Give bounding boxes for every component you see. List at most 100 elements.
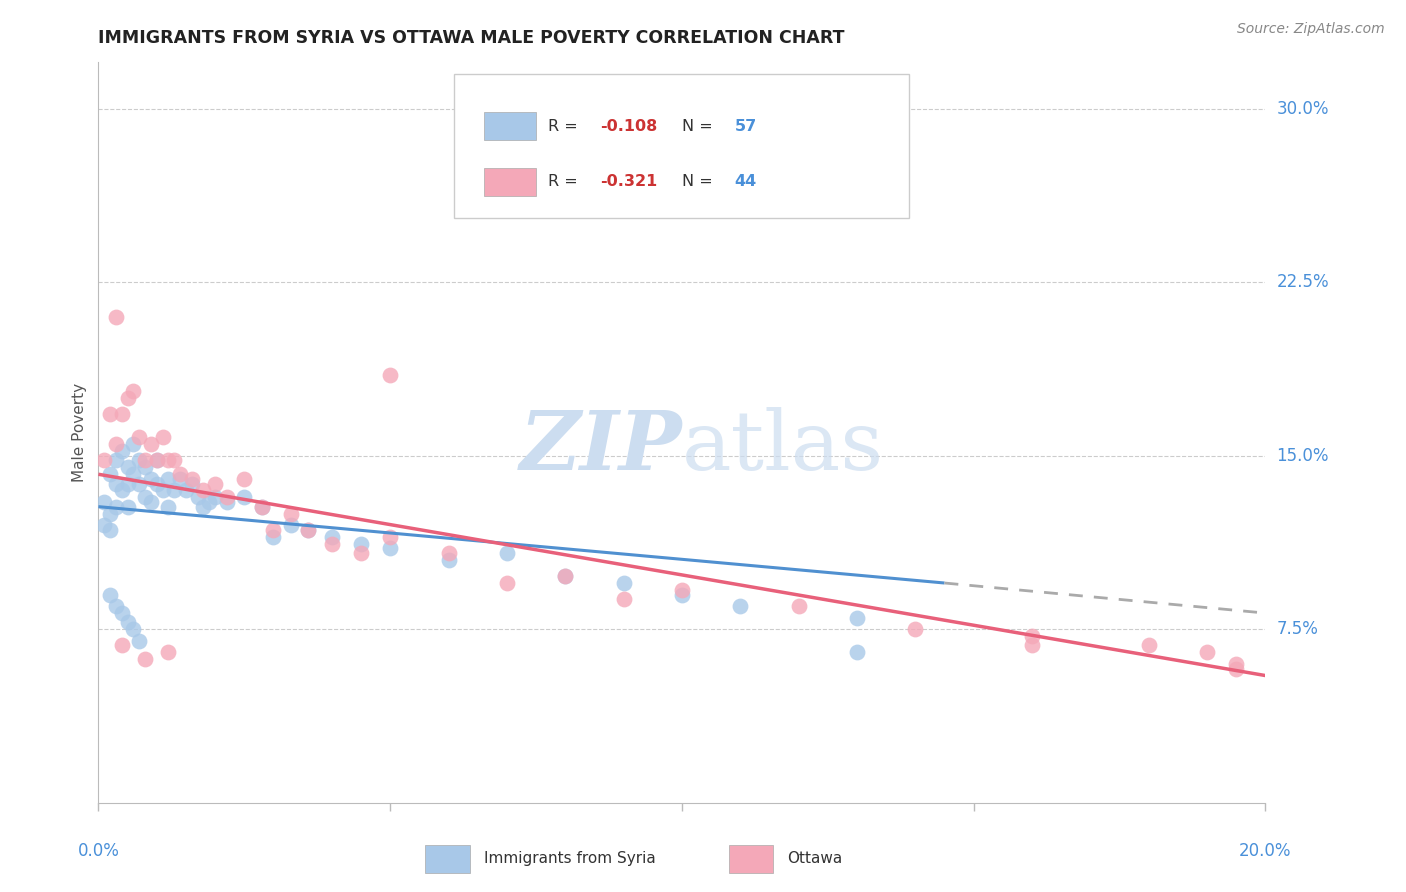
Point (139, 472, 162, 486)
Point (193, 483, 215, 498)
Point (104, 453, 127, 467)
Point (98, 507, 121, 521)
Text: ZIP: ZIP (519, 408, 682, 487)
FancyBboxPatch shape (484, 168, 536, 195)
Point (350, 546, 373, 560)
Text: 57: 57 (734, 119, 756, 134)
Point (111, 444, 134, 458)
Point (117, 460, 139, 475)
Point (169, 472, 191, 486)
Point (180, 476, 202, 491)
Point (233, 491, 256, 505)
Point (117, 476, 139, 491)
Point (93, 453, 115, 467)
Point (111, 483, 134, 498)
Point (262, 523, 284, 537)
Text: N =: N = (682, 174, 718, 189)
Text: R =: R = (548, 174, 582, 189)
Point (98, 407, 121, 421)
FancyBboxPatch shape (484, 112, 536, 140)
Point (262, 530, 284, 544)
Point (163, 453, 186, 467)
Point (846, 610, 869, 624)
Point (128, 430, 150, 444)
Point (157, 645, 180, 659)
Point (122, 437, 145, 451)
Point (198, 495, 221, 509)
Point (904, 622, 927, 636)
Point (134, 453, 156, 467)
Point (174, 483, 197, 498)
Text: N =: N = (682, 119, 718, 134)
Point (128, 633, 150, 648)
Point (380, 368, 402, 382)
Point (152, 430, 174, 444)
Point (280, 507, 302, 521)
Point (104, 500, 127, 514)
Point (134, 491, 156, 505)
Point (98, 467, 121, 482)
Point (280, 518, 302, 533)
Point (128, 453, 150, 467)
Text: 7.5%: 7.5% (1277, 620, 1319, 639)
Point (380, 530, 402, 544)
Text: -0.108: -0.108 (600, 119, 658, 134)
Text: 20.0%: 20.0% (1239, 842, 1292, 860)
FancyBboxPatch shape (454, 73, 910, 218)
Point (496, 546, 519, 560)
Point (1137, 639, 1160, 653)
Point (104, 437, 127, 451)
Point (157, 472, 180, 486)
Point (180, 472, 202, 486)
Text: 44: 44 (734, 174, 756, 189)
Point (1021, 629, 1043, 643)
Point (122, 384, 145, 398)
Point (612, 592, 634, 607)
Text: 15.0%: 15.0% (1277, 447, 1329, 465)
Text: R =: R = (548, 119, 582, 134)
Point (104, 310, 127, 324)
FancyBboxPatch shape (728, 845, 773, 873)
Point (787, 599, 810, 614)
Y-axis label: Male Poverty: Male Poverty (72, 383, 87, 483)
Point (554, 569, 576, 583)
Point (297, 523, 319, 537)
Point (122, 467, 145, 482)
Point (134, 652, 156, 666)
Point (98, 588, 121, 602)
Point (250, 500, 273, 514)
Point (1195, 645, 1218, 659)
Point (98, 523, 121, 537)
Point (1021, 639, 1043, 653)
Point (846, 645, 869, 659)
Point (117, 615, 139, 630)
Point (350, 536, 373, 550)
Text: atlas: atlas (682, 408, 884, 487)
Point (104, 476, 127, 491)
Point (134, 460, 156, 475)
FancyBboxPatch shape (425, 845, 470, 873)
Point (146, 476, 169, 491)
Point (380, 541, 402, 556)
Point (193, 500, 215, 514)
Point (321, 536, 343, 550)
Point (730, 599, 752, 614)
Point (671, 588, 693, 602)
Text: 22.5%: 22.5% (1277, 273, 1329, 291)
Point (117, 391, 139, 405)
Point (1225, 662, 1247, 676)
Point (93, 495, 115, 509)
Text: 30.0%: 30.0% (1277, 100, 1329, 118)
Point (204, 476, 226, 491)
Point (204, 491, 226, 505)
Point (496, 576, 519, 591)
Point (93, 518, 115, 533)
Point (111, 639, 134, 653)
Point (169, 467, 191, 482)
Text: -0.321: -0.321 (600, 174, 658, 189)
Point (671, 582, 693, 597)
Point (128, 476, 150, 491)
Text: 0.0%: 0.0% (77, 842, 120, 860)
Point (111, 606, 134, 620)
Point (612, 576, 634, 591)
